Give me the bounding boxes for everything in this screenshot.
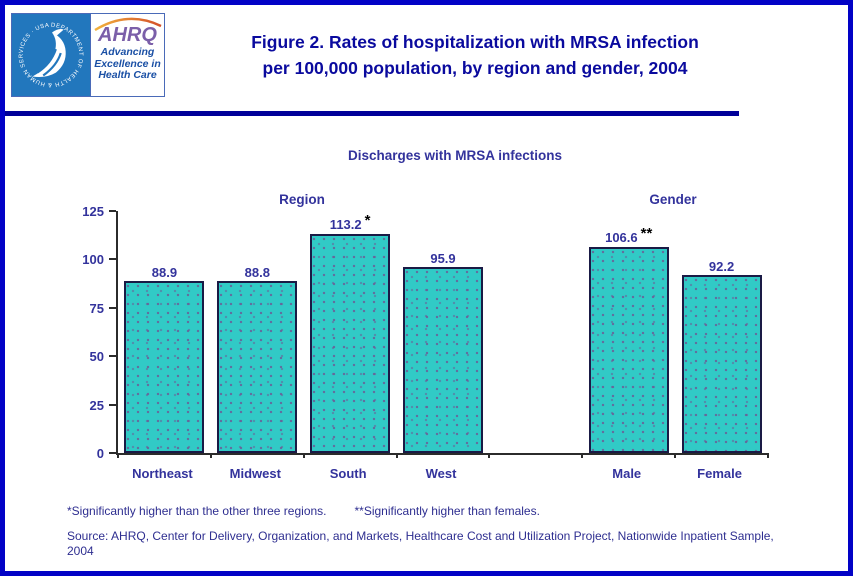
x-tick: [488, 453, 491, 458]
tagline-line: Health Care: [98, 69, 157, 81]
x-tick: [395, 453, 398, 458]
y-tick-label: 50: [89, 349, 104, 365]
bar-slot-female: 92.2: [675, 211, 768, 453]
tagline-line: Excellence in: [94, 57, 161, 70]
hhs-eagle-icon: DEPARTMENT OF HEALTH & HUMAN SERVICES · …: [19, 23, 84, 88]
y-tick: [109, 452, 116, 454]
bar-value-west: 95.9: [430, 251, 456, 267]
bar-value-south: 113.2 *: [329, 211, 371, 232]
bar-slot-male: 106.6 **: [582, 211, 675, 453]
x-tick: [674, 453, 677, 458]
chart-title: Discharges with MRSA infections: [347, 148, 563, 163]
significance-asterisk: **: [640, 224, 653, 242]
y-tick: [109, 258, 116, 261]
significance-asterisk: *: [364, 211, 371, 229]
bar-northeast: 88.9: [124, 265, 205, 453]
bar-value-midwest: 88.8: [244, 265, 270, 281]
ahrq-swoosh-icon: [93, 17, 162, 31]
group-label-gender: Gender: [649, 192, 697, 207]
plot-area: 88.9 88.8 113.2 * 95.9 106.6 ** 92.2 0 25 50 75 100…: [82, 204, 769, 461]
bar-slots: 88.9 88.8 113.2 * 95.9 106.6 ** 92.2: [118, 211, 768, 453]
x-tick: [581, 453, 584, 458]
x-tick: [117, 453, 119, 458]
bar-slot-south: 113.2 *: [304, 211, 397, 453]
x-label-northeast: Northeast: [132, 466, 193, 481]
bar-slot-west: 95.9: [397, 211, 490, 453]
figure-title-line2: per 100,000 population, by region and ge…: [262, 58, 688, 78]
footnote-gender: **Significantly higher than females.: [354, 504, 540, 518]
ahrq-acronym: AHRQ: [98, 24, 157, 46]
ahrq-tagline: Advancing Excellence in Health Care: [94, 46, 161, 82]
bar-midwest: 88.8: [217, 265, 298, 453]
header-divider: [5, 111, 739, 116]
x-label-south: South: [329, 466, 367, 481]
x-tick: [209, 453, 212, 458]
source-note: Source: AHRQ, Center for Delivery, Organ…: [67, 529, 774, 558]
y-tick-label: 25: [89, 397, 104, 413]
bar-slot-midwest: 88.8: [211, 211, 304, 453]
bar-value-male: 106.6 **: [605, 224, 653, 245]
footnotes: *Significantly higher than the other thr…: [67, 504, 540, 518]
y-tick: [109, 403, 116, 406]
ahrq-logo: AHRQ Advancing Excellence in Health Care: [90, 14, 164, 96]
y-tick-label: 125: [82, 204, 104, 219]
bar-value-northeast: 88.9: [151, 264, 178, 280]
y-tick-label: 75: [89, 300, 104, 316]
bar-slot-empty: [489, 211, 582, 453]
bar-west: 95.9: [403, 251, 483, 453]
tagline-line: Advancing: [100, 46, 155, 58]
group-label-region: Region: [279, 192, 325, 207]
hhs-seal: DEPARTMENT OF HEALTH & HUMAN SERVICES · …: [12, 14, 90, 96]
seal-circular-text: DEPARTMENT OF HEALTH & HUMAN SERVICES · …: [19, 23, 83, 88]
y-tick-label: 0: [96, 446, 104, 461]
svg-text:DEPARTMENT OF HEALTH & HUMAN S: DEPARTMENT OF HEALTH & HUMAN SERVICES · …: [19, 23, 84, 88]
y-tick-label: 100: [82, 252, 104, 268]
hhs-ahrq-logo: DEPARTMENT OF HEALTH & HUMAN SERVICES · …: [11, 13, 165, 97]
bar-female: 92.2: [681, 259, 762, 453]
x-tick: [302, 453, 305, 458]
y-tick: [109, 306, 116, 309]
y-tick: [109, 210, 116, 212]
bar-slot-northeast: 88.9: [118, 211, 211, 453]
x-label-west: West: [425, 466, 457, 481]
x-label-empty: [487, 466, 580, 481]
figure-title-line1: Figure 2. Rates of hospitalization with …: [251, 32, 699, 52]
bar-south: 113.2 *: [310, 212, 391, 453]
x-label-female: Female: [697, 466, 742, 481]
bar-male: 106.6 **: [588, 225, 669, 453]
x-axis-labels: Northeast Midwest South West Male Female: [116, 466, 766, 481]
x-tick: [767, 453, 769, 458]
figure-title: Figure 2. Rates of hospitalization with …: [165, 29, 785, 81]
footnote-regions: *Significantly higher than the other thr…: [67, 504, 327, 518]
y-tick: [109, 355, 116, 358]
x-label-male: Male: [612, 466, 642, 481]
bar-value-female: 92.2: [708, 258, 735, 274]
x-label-midwest: Midwest: [229, 466, 281, 481]
